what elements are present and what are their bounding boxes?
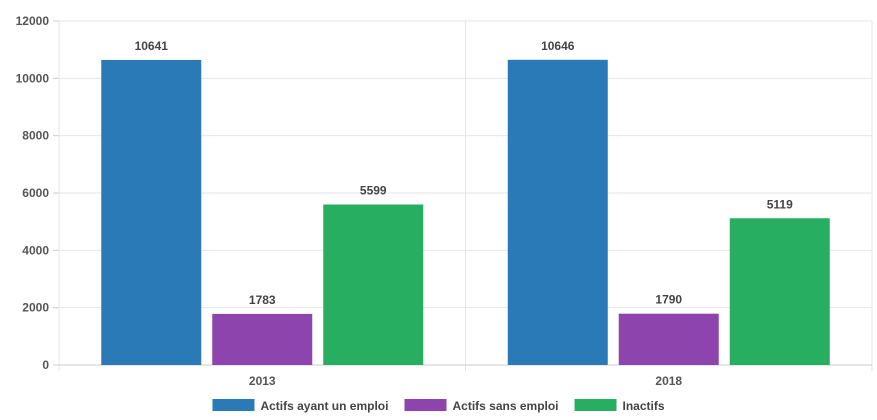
bar[interactable] xyxy=(618,313,719,365)
data-label: 1790 xyxy=(655,293,682,307)
legend-swatch[interactable] xyxy=(574,399,617,411)
x-tick-label: 2013 xyxy=(249,374,276,388)
bar[interactable] xyxy=(212,313,313,365)
bars-layer xyxy=(101,59,830,365)
y-tick-label: 6000 xyxy=(22,186,49,200)
labels-layer: 0 2000 4000 6000 8000 10000 12000 10641 1783 5599… xyxy=(16,14,793,388)
legend-swatch[interactable] xyxy=(212,399,255,411)
y-tick-label: 2000 xyxy=(22,301,49,315)
legend[interactable]: Actifs ayant un emploi Actifs sans emploi… xyxy=(212,399,665,413)
y-tick-label: 12000 xyxy=(16,14,50,28)
bar[interactable] xyxy=(323,204,424,365)
y-tick-label: 10000 xyxy=(16,71,50,85)
legend-label: Actifs sans emploi xyxy=(452,399,558,413)
y-tick-label: 8000 xyxy=(22,129,49,143)
data-label: 10646 xyxy=(541,39,575,53)
x-tick-label: 2018 xyxy=(655,374,682,388)
data-label: 5599 xyxy=(360,183,387,197)
legend-label: Inactifs xyxy=(623,399,665,413)
legend-label: Actifs ayant un emploi xyxy=(260,399,388,413)
data-label: 10641 xyxy=(135,39,169,53)
bar[interactable] xyxy=(729,218,830,365)
data-label: 1783 xyxy=(249,293,276,307)
y-tick-label: 4000 xyxy=(22,243,49,257)
bar[interactable] xyxy=(101,59,202,365)
legend-swatch[interactable] xyxy=(404,399,447,411)
y-tick-label: 0 xyxy=(42,358,49,372)
bar[interactable] xyxy=(507,59,608,365)
data-label: 5119 xyxy=(767,197,793,211)
